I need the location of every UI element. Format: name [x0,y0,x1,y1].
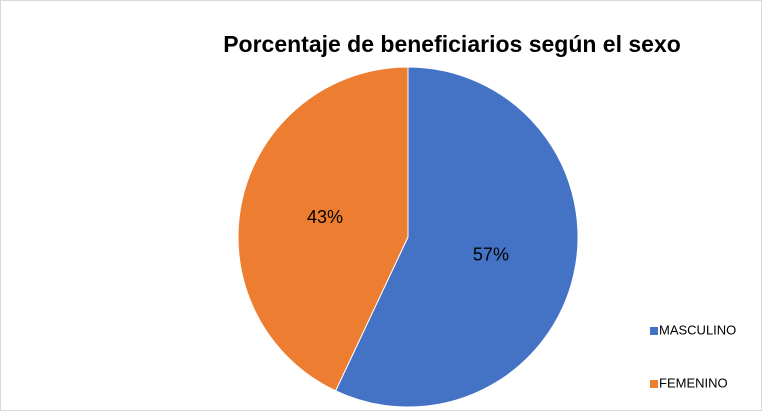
pie-slice [237,66,409,392]
legend-label: FEMENINO [659,375,728,390]
data-label: 43% [307,207,343,227]
legend-label: MASCULINO [659,322,736,337]
data-label: 57% [473,244,509,264]
legend-swatch [650,327,658,335]
pie-slice [334,66,579,408]
chart-title: Porcentaje de beneficiarios según el sex… [223,31,681,57]
legend-swatch [650,380,658,388]
